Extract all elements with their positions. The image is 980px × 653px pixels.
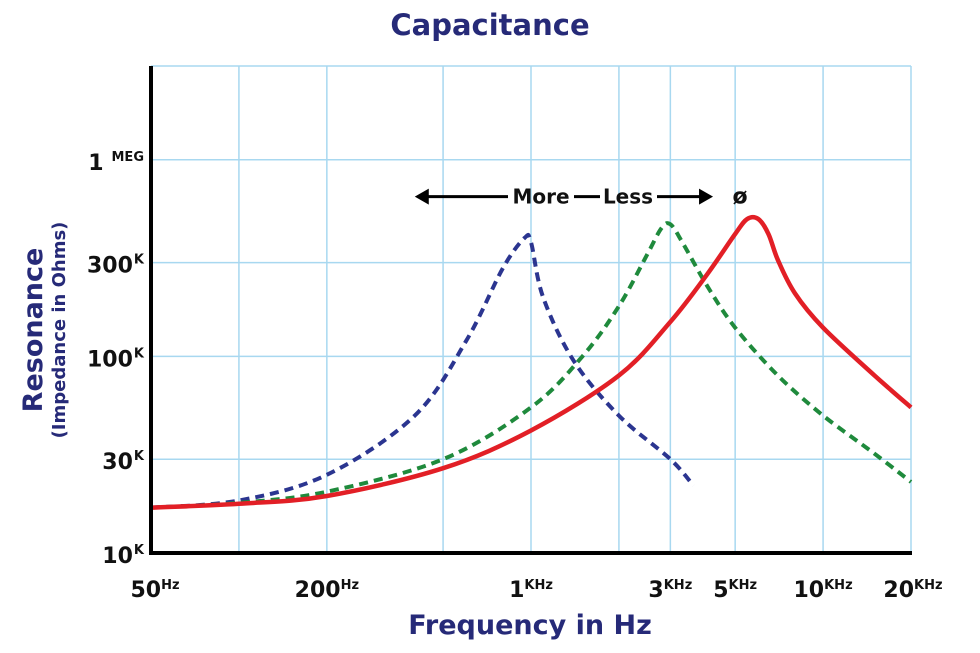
y-tick-number: 300: [87, 254, 133, 279]
x-tick-label: 20KHz: [883, 578, 942, 603]
y-tick-label: 1 MEG: [88, 150, 144, 176]
annotation: More Less ø: [414, 185, 748, 210]
x-tick-unit: Hz: [341, 578, 359, 593]
x-tick-label: 200Hz: [295, 578, 359, 603]
x-tick-number: 3: [648, 578, 663, 603]
x-tick-label: 50Hz: [130, 578, 179, 603]
series-layer: [150, 214, 913, 510]
y-tick-label: 100K: [87, 346, 145, 372]
x-tick-labels: 50Hz 200Hz 1KHz 3KHz 5KHz 10KHz 20KHz: [130, 578, 942, 603]
x-tick-label: 1KHz: [509, 578, 553, 603]
chart-title: Capacitance: [390, 8, 590, 42]
x-tick-number: 200: [295, 578, 341, 603]
y-tick-unit: K: [134, 543, 145, 558]
y-tick-label: 10K: [102, 543, 145, 569]
annotation-arrowhead-left: [414, 188, 429, 205]
series-line-1: [150, 232, 696, 510]
x-tick-label: 3KHz: [648, 578, 692, 603]
x-tick-number: 1: [509, 578, 524, 603]
x-tick-unit: KHz: [914, 578, 943, 593]
y-tick-number: 30: [102, 450, 133, 475]
x-tick-label: 5KHz: [713, 578, 757, 603]
series-line-2: [150, 221, 913, 510]
x-tick-unit: KHz: [824, 578, 853, 593]
x-tick-number: 10: [793, 578, 824, 603]
x-axis-title: Frequency in Hz: [408, 610, 652, 641]
y-tick-number: 1: [88, 151, 103, 176]
x-tick-label: 10KHz: [793, 578, 852, 603]
y-tick-label: 30K: [102, 449, 145, 475]
annotation-arrowhead-right: [699, 188, 714, 205]
x-tick-unit: KHz: [664, 578, 693, 593]
y-tick-number: 100: [87, 347, 133, 372]
annotation-symbol: ø: [732, 185, 747, 210]
series-line-3: [150, 214, 913, 510]
grid-lines: [151, 65, 912, 553]
x-tick-unit: KHz: [524, 578, 553, 593]
x-tick-number: 5: [713, 578, 728, 603]
axes: [149, 66, 912, 555]
y-tick-unit: MEG: [112, 150, 145, 165]
y-tick-number: 10: [102, 544, 133, 569]
x-tick-unit: KHz: [729, 578, 758, 593]
x-tick-unit: Hz: [161, 578, 179, 593]
y-tick-unit: K: [134, 346, 145, 361]
annotation-more-label: More: [512, 185, 569, 209]
y-tick-label: 300K: [87, 253, 145, 279]
y-tick-unit: K: [134, 449, 145, 464]
x-tick-number: 20: [883, 578, 914, 603]
x-tick-number: 50: [130, 578, 161, 603]
y-tick-unit: K: [134, 253, 145, 268]
annotation-less-label: Less: [603, 185, 653, 209]
